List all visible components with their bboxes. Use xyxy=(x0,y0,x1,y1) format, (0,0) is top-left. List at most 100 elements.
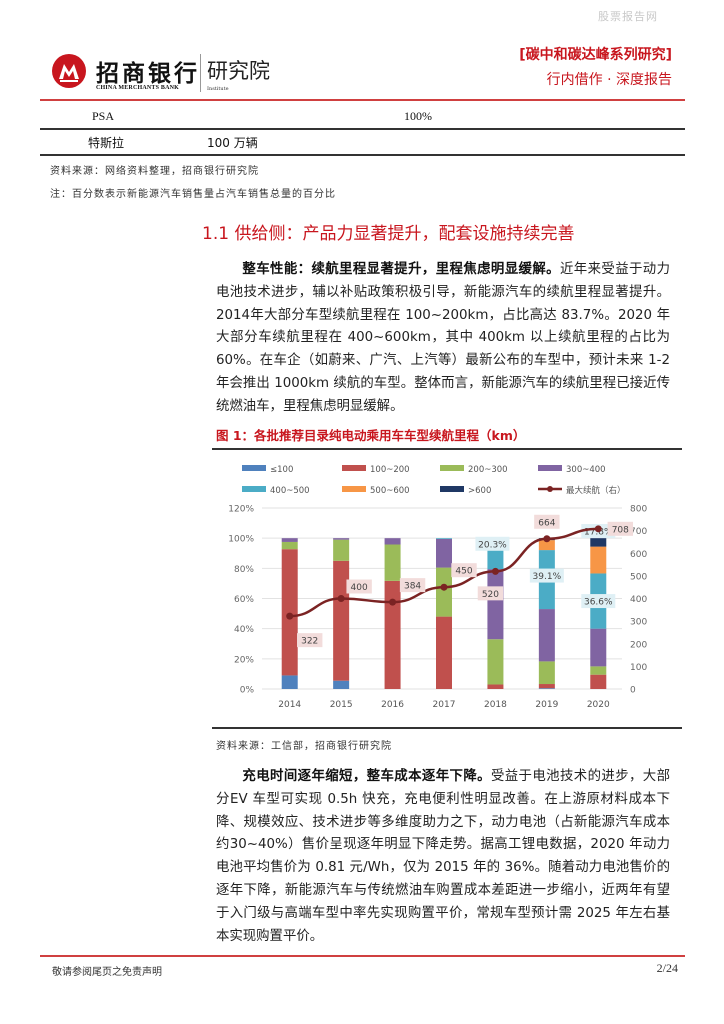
x-axis-tick: 2014 xyxy=(278,700,301,710)
paragraph-charging-cost: 充电时间逐年缩短，整车成本逐年下降。受益于电池技术的进步，大部分EV 车型可实现… xyxy=(216,766,670,948)
header-divider xyxy=(40,99,685,101)
line-value-label: 400 xyxy=(351,583,368,593)
table-source: 资料来源：网络资料整理，招商银行研究院 xyxy=(50,166,259,177)
line-value-label: 664 xyxy=(538,518,555,528)
legend-swatch xyxy=(342,465,366,471)
figure-bottom-rule xyxy=(212,727,682,729)
line-value-label: 450 xyxy=(455,567,472,577)
paragraph-lead: 整车性能：续航里程显著提升，里程焦虑明显缓解。 xyxy=(242,262,560,277)
legend-swatch xyxy=(440,465,464,471)
disclaimer-link[interactable]: 敬请参阅尾页之免责声明 xyxy=(52,967,162,978)
line-label-box xyxy=(534,514,560,529)
line-label-box xyxy=(297,633,323,648)
line-marker xyxy=(389,598,397,606)
line-marker xyxy=(594,525,602,533)
bar-segment xyxy=(590,538,607,547)
legend-swatch xyxy=(342,486,366,492)
bar-segment xyxy=(281,675,298,689)
bar-segment xyxy=(436,567,452,617)
bar-segment xyxy=(590,628,607,667)
line-label-box xyxy=(477,586,504,601)
legend-label: 400~500 xyxy=(270,486,310,496)
x-axis-tick: 2018 xyxy=(484,700,507,710)
bar-segment xyxy=(538,688,555,689)
logo-english-name: CHINA MERCHANTS BANK xyxy=(96,85,180,91)
legend-label: 300~400 xyxy=(566,465,606,475)
legend-swatch xyxy=(538,465,562,471)
institute-english: Institute xyxy=(207,86,229,92)
legend-label: >600 xyxy=(468,486,491,496)
right-axis-tick: 400 xyxy=(630,595,647,605)
watermark: 股票报告网 xyxy=(598,10,658,23)
table-cell-value: 100 万辆 xyxy=(207,136,258,150)
x-axis-tick: 2016 xyxy=(381,700,404,710)
right-axis-tick: 0 xyxy=(630,686,636,696)
data-label: 39.1% xyxy=(533,572,562,582)
range-distribution-chart: ≤100 100~200 200~300 300~400 400~500 500~600 >… xyxy=(212,455,682,720)
table-cell-value: 100% xyxy=(404,109,432,123)
bar-segment xyxy=(590,666,607,675)
legend-label: ≤100 xyxy=(270,465,293,475)
bar-segment xyxy=(384,580,401,689)
legend-swatch xyxy=(242,486,266,492)
bar-segment xyxy=(487,639,504,685)
left-axis-tick: 100% xyxy=(228,535,254,545)
figure-title: 图 1：各批推荐目录纯电动乘用车车型续航里程（km） xyxy=(216,428,526,443)
figure-top-rule xyxy=(212,448,682,450)
bar-segment xyxy=(333,680,350,689)
x-axis-tick: 2015 xyxy=(330,700,353,710)
bar-segment xyxy=(590,674,607,689)
table-bottom-rule xyxy=(40,154,685,156)
bar-segment xyxy=(487,569,504,640)
line-label-box xyxy=(451,563,477,578)
bar-segment xyxy=(384,544,401,581)
bar-segment xyxy=(281,541,298,550)
table-row-divider xyxy=(40,128,685,130)
bar-segment xyxy=(538,661,555,685)
paragraph-lead: 充电时间逐年缩短，整车成本逐年下降。 xyxy=(242,769,491,784)
bar-segment xyxy=(333,560,350,681)
table-cell-company: PSA xyxy=(92,109,115,123)
bar-segment xyxy=(436,616,452,689)
line-value-label: 520 xyxy=(482,590,499,600)
right-axis-tick: 200 xyxy=(630,640,647,650)
x-axis-tick: 2020 xyxy=(587,700,610,710)
footer-divider xyxy=(40,955,685,957)
table-note: 注：百分数表示新能源汽车销售量占汽车销售总量的百分比 xyxy=(50,189,336,200)
right-axis-tick: 100 xyxy=(630,663,647,673)
x-axis-tick: 2019 xyxy=(535,700,558,710)
logo-separator xyxy=(200,54,201,92)
line-marker xyxy=(543,535,551,543)
line-marker xyxy=(337,595,345,602)
bank-logo: 招商银行 CHINA MERCHANTS BANK 研究院 Institute xyxy=(52,52,282,96)
bar-segment xyxy=(281,549,298,676)
legend-label: 最大续航（右） xyxy=(566,485,626,496)
data-label: 20.3% xyxy=(478,540,507,550)
line-label-box xyxy=(399,578,426,593)
bar-segment xyxy=(590,546,607,574)
right-axis-tick: 500 xyxy=(630,572,647,582)
data-label-box xyxy=(581,594,616,609)
paragraph-body: 近年来受益于动力电池技术进步，辅以补贴政策积极引导，新能源汽车的续航里程显著提升… xyxy=(216,262,671,414)
left-axis-tick: 80% xyxy=(234,565,254,575)
paragraph-body: 受益于电池技术的进步，大部分EV 车型可实现 0.5h 快充，充电便利性明显改善… xyxy=(216,769,671,944)
data-label-box xyxy=(475,536,510,551)
left-axis-tick: 60% xyxy=(234,595,254,605)
line-label-box xyxy=(607,521,633,536)
bar-segment xyxy=(384,538,401,545)
bar-segment xyxy=(538,684,555,689)
legend-swatch xyxy=(440,486,464,492)
legend-marker-icon xyxy=(547,486,553,492)
institute-name: 研究院 xyxy=(207,59,270,83)
line-value-label: 322 xyxy=(301,637,318,647)
series-title: [碳中和碳达峰系列研究] xyxy=(519,47,672,63)
report-type: 行内借作 · 深度报告 xyxy=(546,72,672,88)
line-marker xyxy=(440,583,448,591)
left-axis-tick: 40% xyxy=(234,625,254,635)
legend-label: 100~200 xyxy=(370,465,410,475)
chart-canvas: ≤100 100~200 200~300 300~400 400~500 500~600 >… xyxy=(228,465,647,710)
bar-segment xyxy=(538,609,555,662)
legend-label: 500~600 xyxy=(370,486,410,496)
right-axis-tick: 800 xyxy=(630,505,647,515)
logo-chinese-name: 招商银行 xyxy=(96,60,200,87)
